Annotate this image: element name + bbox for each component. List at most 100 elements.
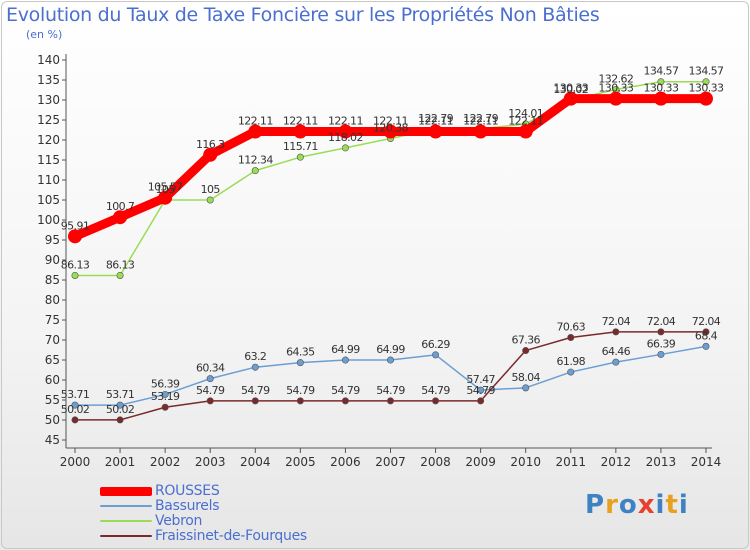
data-label: 56.39 — [151, 377, 180, 390]
data-label: 100.7 — [106, 200, 135, 213]
data-point — [116, 401, 124, 409]
y-tick-label: 70 — [45, 333, 60, 347]
x-tick-label: 2014 — [691, 455, 722, 469]
data-label: 130.33 — [643, 82, 678, 95]
x-tick-label: 2006 — [330, 455, 361, 469]
x-tick-label: 2007 — [375, 455, 406, 469]
data-label: 66.29 — [421, 338, 450, 351]
legend-item: ROUSSES — [100, 484, 400, 498]
data-label: 57.47 — [466, 373, 495, 386]
data-point — [477, 397, 485, 405]
data-label: 53.71 — [106, 388, 135, 401]
data-label: 53.19 — [151, 390, 180, 403]
data-label: 67.36 — [511, 334, 540, 347]
data-point — [161, 403, 169, 411]
data-point — [522, 384, 530, 392]
data-point — [657, 350, 665, 358]
data-point — [296, 153, 304, 161]
data-label: 116.3 — [196, 138, 225, 151]
data-point — [612, 328, 620, 336]
data-point — [161, 390, 169, 398]
data-label: 66.39 — [647, 337, 676, 350]
data-point — [251, 363, 259, 371]
data-point — [653, 91, 668, 106]
data-label: 70.63 — [557, 320, 586, 333]
data-point — [206, 375, 214, 383]
series-line-vebron — [75, 80, 706, 277]
data-label: 64.46 — [602, 345, 631, 358]
data-label: 60.34 — [196, 362, 225, 375]
legend-item: Vebron — [100, 514, 400, 528]
data-label: 120.38 — [373, 121, 408, 134]
data-label: 122.11 — [373, 115, 408, 128]
data-label: 64.35 — [286, 346, 315, 359]
y-tick-label: 115 — [37, 153, 60, 167]
data-label: 122.79 — [463, 112, 498, 125]
x-tick-label: 2001 — [105, 455, 136, 469]
data-point — [341, 397, 349, 405]
data-point — [612, 358, 620, 366]
data-label: 54.79 — [331, 384, 360, 397]
y-tick-label: 85 — [45, 273, 60, 287]
data-point — [116, 416, 124, 424]
data-label: 130.33 — [689, 82, 724, 95]
data-label: 134.57 — [643, 65, 678, 78]
data-label: 50.02 — [61, 403, 90, 416]
x-tick-label: 2003 — [195, 455, 226, 469]
data-point — [251, 167, 259, 175]
legend-label: ROUSSES — [155, 483, 220, 499]
legend-item: Fraissinet-de-Fourques — [100, 529, 400, 543]
data-point — [428, 124, 443, 139]
chart-title: Evolution du Taux de Taxe Foncière sur l… — [6, 4, 600, 26]
data-label: 50.02 — [106, 403, 135, 416]
y-tick-label: 50 — [45, 413, 60, 427]
data-label: 130.02 — [553, 83, 588, 96]
data-point — [203, 147, 218, 162]
y-tick-label: 80 — [45, 293, 60, 307]
data-point — [657, 328, 665, 336]
data-label: 122.11 — [238, 115, 273, 128]
data-label: 68.4 — [695, 329, 718, 342]
legend-swatch — [100, 535, 152, 537]
data-label: 134.57 — [689, 65, 724, 78]
data-point — [71, 401, 79, 409]
x-tick-label: 2002 — [150, 455, 181, 469]
data-label: 130.33 — [598, 82, 633, 95]
data-label: 54.79 — [196, 384, 225, 397]
y-axis-unit-label: (en %) — [26, 28, 63, 41]
legend-swatch — [100, 505, 152, 507]
y-tick-label: 125 — [37, 113, 60, 127]
y-tick-label: 60 — [45, 373, 60, 387]
data-label: 122.11 — [463, 115, 498, 128]
data-label: 58.04 — [511, 371, 540, 384]
legend-label: Fraissinet-de-Fourques — [155, 528, 307, 544]
data-label: 64.99 — [331, 343, 360, 356]
data-point — [567, 333, 575, 341]
data-label: 132.62 — [598, 73, 633, 86]
x-tick-label: 2004 — [240, 455, 271, 469]
data-label: 64.99 — [376, 343, 405, 356]
x-tick-label: 2005 — [285, 455, 316, 469]
data-point — [116, 271, 124, 279]
y-tick-label: 130 — [37, 93, 60, 107]
data-point — [386, 397, 394, 405]
data-label: 54.79 — [421, 384, 450, 397]
data-point — [477, 386, 485, 394]
legend-label: Vebron — [155, 513, 203, 529]
data-point — [341, 144, 349, 152]
data-point — [567, 368, 575, 376]
data-label: 86.13 — [106, 258, 135, 271]
data-label: 122.11 — [283, 115, 318, 128]
data-point — [432, 351, 440, 359]
data-point — [251, 397, 259, 405]
x-tick-label: 2013 — [646, 455, 677, 469]
data-label: 105 — [156, 183, 176, 196]
y-tick-label: 140 — [37, 53, 60, 67]
data-point — [702, 328, 710, 336]
legend-swatch — [100, 520, 152, 522]
data-point — [206, 397, 214, 405]
data-label: 54.79 — [376, 384, 405, 397]
data-point — [296, 359, 304, 367]
data-point — [702, 342, 710, 350]
